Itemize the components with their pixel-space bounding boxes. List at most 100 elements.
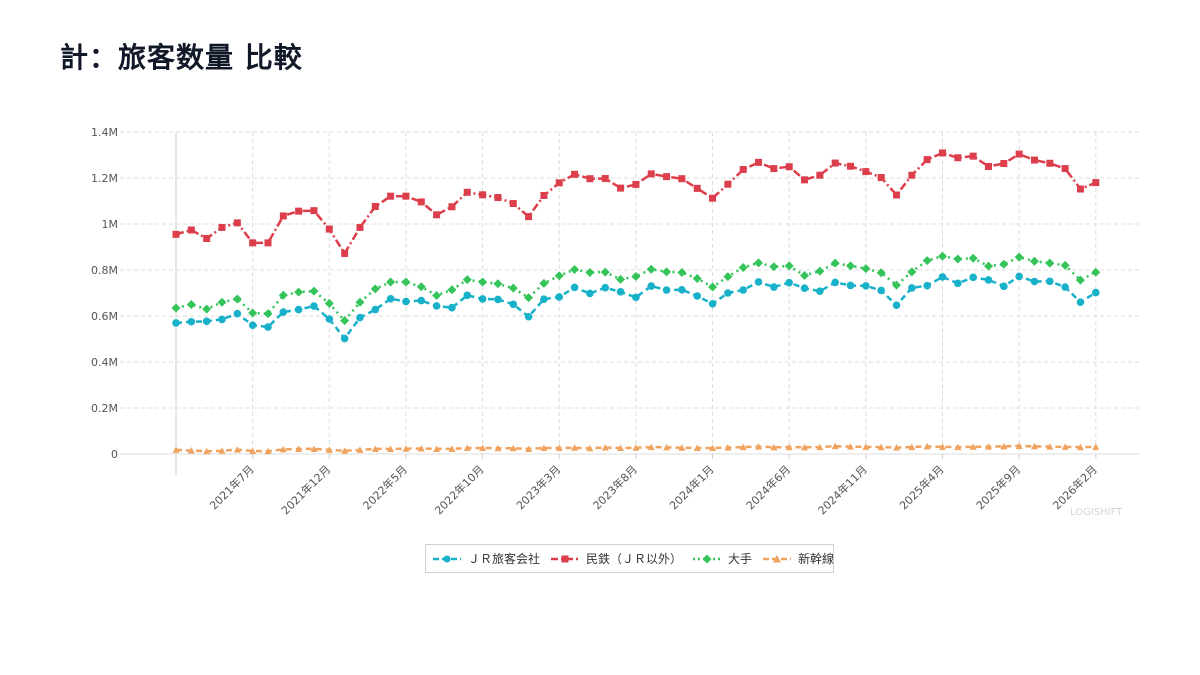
point-private[interactable] [433, 211, 441, 219]
point-major[interactable] [294, 287, 304, 297]
point-jr[interactable] [938, 273, 947, 281]
point-private[interactable] [1015, 150, 1023, 158]
point-jr[interactable] [294, 305, 303, 314]
point-major[interactable] [340, 316, 350, 326]
point-private[interactable] [862, 168, 870, 176]
point-major[interactable] [830, 258, 840, 268]
point-shinkansen[interactable] [295, 445, 303, 452]
point-jr[interactable] [846, 281, 855, 290]
point-jr[interactable] [570, 283, 579, 292]
point-private[interactable] [417, 198, 425, 206]
point-shinkansen[interactable] [356, 446, 364, 453]
point-major[interactable] [462, 275, 472, 285]
point-private[interactable] [295, 207, 303, 215]
point-private[interactable] [279, 212, 287, 220]
point-private[interactable] [509, 200, 517, 208]
point-major[interactable] [892, 280, 902, 290]
point-jr[interactable] [862, 282, 870, 290]
point-shinkansen[interactable] [433, 445, 441, 452]
point-major[interactable] [1045, 258, 1055, 268]
point-jr[interactable] [386, 294, 395, 303]
point-jr[interactable] [754, 278, 763, 286]
point-shinkansen[interactable] [387, 445, 395, 452]
point-jr[interactable] [601, 283, 610, 292]
point-private[interactable] [586, 175, 594, 183]
point-shinkansen[interactable] [1092, 443, 1100, 450]
point-private[interactable] [647, 170, 655, 178]
point-jr[interactable] [770, 283, 778, 291]
point-major[interactable] [692, 274, 702, 284]
legend-item-major[interactable]: 大手 [692, 550, 752, 567]
point-jr[interactable] [647, 282, 656, 290]
point-shinkansen[interactable] [877, 443, 885, 451]
point-major[interactable] [953, 254, 963, 264]
point-major[interactable] [324, 298, 334, 308]
point-shinkansen[interactable] [908, 443, 916, 451]
point-shinkansen[interactable] [847, 443, 855, 450]
point-major[interactable] [554, 271, 564, 281]
point-private[interactable] [923, 156, 931, 164]
point-jr[interactable] [1046, 277, 1054, 286]
point-private[interactable] [540, 191, 548, 199]
point-jr[interactable] [1030, 277, 1039, 286]
point-private[interactable] [847, 162, 855, 170]
point-private[interactable] [371, 203, 379, 211]
point-jr[interactable] [279, 308, 288, 316]
point-shinkansen[interactable] [371, 445, 379, 452]
point-major[interactable] [738, 262, 748, 272]
point-major[interactable] [278, 290, 288, 300]
point-jr[interactable] [632, 293, 640, 302]
point-private[interactable] [1000, 160, 1008, 168]
point-shinkansen[interactable] [310, 445, 318, 452]
point-major[interactable] [723, 272, 733, 282]
point-jr[interactable] [463, 291, 472, 300]
point-jr[interactable] [448, 303, 456, 312]
point-jr[interactable] [785, 278, 793, 287]
point-major[interactable] [784, 261, 794, 271]
point-jr[interactable] [478, 295, 487, 303]
point-major[interactable] [171, 303, 181, 313]
point-private[interactable] [831, 159, 839, 167]
point-jr[interactable] [800, 284, 809, 292]
point-jr[interactable] [1092, 288, 1100, 297]
point-major[interactable] [846, 261, 856, 271]
point-major[interactable] [1091, 267, 1101, 277]
point-major[interactable] [202, 304, 212, 314]
point-private[interactable] [233, 219, 241, 227]
point-shinkansen[interactable] [647, 443, 655, 451]
point-major[interactable] [570, 265, 580, 275]
point-private[interactable] [1046, 159, 1054, 167]
point-private[interactable] [310, 207, 318, 215]
point-shinkansen[interactable] [601, 444, 609, 451]
point-private[interactable] [739, 165, 747, 173]
point-major[interactable] [1060, 260, 1070, 270]
point-major[interactable] [631, 271, 641, 281]
point-shinkansen[interactable] [463, 444, 471, 452]
point-shinkansen[interactable] [172, 446, 180, 453]
point-private[interactable] [632, 180, 640, 188]
point-shinkansen[interactable] [586, 444, 594, 452]
point-major[interactable] [754, 258, 764, 268]
point-private[interactable] [571, 170, 579, 178]
point-private[interactable] [801, 176, 809, 184]
point-major[interactable] [1029, 256, 1039, 266]
point-private[interactable] [939, 149, 946, 157]
point-major[interactable] [983, 261, 993, 271]
point-shinkansen[interactable] [187, 447, 195, 454]
point-shinkansen[interactable] [1061, 443, 1069, 450]
point-private[interactable] [494, 194, 502, 202]
point-jr[interactable] [1076, 298, 1085, 307]
legend-item-shinkansen[interactable]: 新幹線 [762, 550, 834, 567]
point-shinkansen[interactable] [984, 443, 992, 450]
point-shinkansen[interactable] [893, 444, 901, 451]
point-major[interactable] [355, 297, 365, 307]
point-jr[interactable] [1000, 282, 1008, 291]
point-shinkansen[interactable] [264, 447, 272, 455]
point-major[interactable] [447, 285, 457, 295]
point-jr[interactable] [555, 293, 564, 301]
point-shinkansen[interactable] [402, 445, 410, 452]
point-shinkansen[interactable] [509, 444, 517, 452]
point-jr[interactable] [371, 305, 380, 314]
point-shinkansen[interactable] [831, 442, 839, 450]
point-jr[interactable] [340, 334, 349, 343]
